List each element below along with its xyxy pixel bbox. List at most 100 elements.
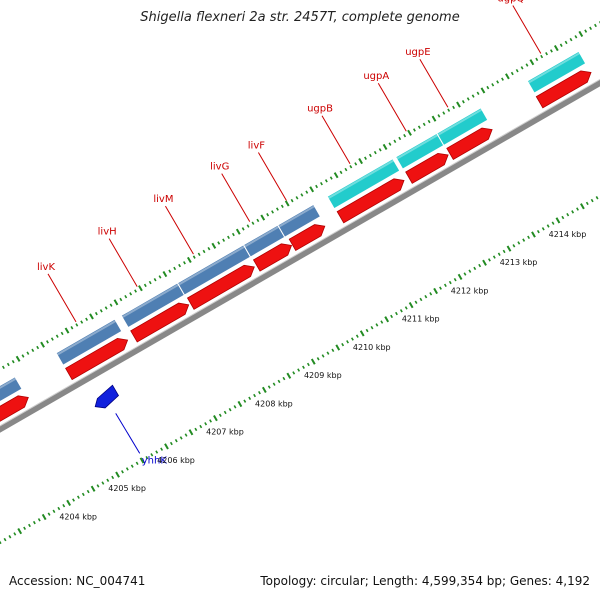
tick-mark	[463, 272, 467, 276]
tick-mark	[540, 54, 544, 59]
scale-labels: 4204 kbp 4205 kbp 4206 kbp 4207 kbp 4208 kbp…	[59, 230, 586, 522]
tick-mark	[510, 71, 514, 76]
tick-mark	[341, 342, 345, 347]
tick-mark	[335, 344, 341, 351]
tick-mark	[256, 218, 260, 223]
tick-mark	[584, 29, 588, 33]
tick-mark	[346, 340, 349, 344]
feature-livK	[55, 318, 123, 366]
tick-mark	[375, 323, 379, 327]
tick-mark	[559, 43, 563, 47]
tick-mark	[72, 498, 75, 502]
scale-label: 4209 kbp	[304, 371, 342, 380]
tick-mark	[453, 277, 457, 282]
tick-mark	[222, 238, 226, 242]
tick-mark	[89, 313, 94, 320]
tick-mark	[580, 203, 585, 210]
tick-mark	[183, 261, 186, 265]
tick-mark	[106, 478, 110, 482]
tick-mark	[496, 80, 500, 84]
tick-mark	[388, 142, 392, 146]
genome-summary-text: Topology: circular; Length: 4,599,354 bp…	[260, 574, 590, 588]
tick-mark	[52, 509, 56, 514]
tick-mark	[590, 198, 594, 203]
tick-mark	[119, 297, 123, 302]
tick-mark	[96, 484, 100, 488]
tick-mark	[192, 255, 196, 259]
tick-mark	[99, 309, 103, 313]
tick-mark	[138, 285, 143, 292]
tick-mark	[456, 101, 461, 108]
tick-mark	[506, 245, 512, 252]
tick-mark	[130, 464, 134, 468]
ticks-outer	[1, 21, 600, 370]
tick-mark	[310, 358, 316, 365]
tick-mark	[145, 455, 149, 460]
tick-mark	[364, 156, 367, 160]
tick-mark	[184, 433, 188, 437]
tick-mark	[272, 382, 276, 386]
gene-label-ugpB: ugpB	[307, 104, 333, 115]
gene-labels: yhhK livK livH livM livG livF ugpB ugpA ugpE ugpQ	[37, 0, 542, 466]
gene-label-ugpA: ugpA	[363, 71, 389, 82]
tick-mark	[439, 286, 442, 290]
tick-mark	[302, 365, 305, 369]
tick-mark	[233, 405, 237, 409]
tick-mark	[115, 471, 120, 478]
features	[0, 50, 587, 403]
tick-mark	[158, 275, 162, 279]
tick-mark	[32, 520, 36, 525]
feature-ugpQ	[526, 50, 587, 94]
feature-ugpE-shine	[437, 108, 483, 136]
tick-mark	[292, 371, 296, 375]
tick-mark	[148, 280, 152, 285]
tick-mark	[553, 44, 559, 52]
tick-mark	[333, 172, 339, 179]
leader-line-livK	[47, 273, 77, 323]
tick-mark	[160, 447, 164, 451]
tick-mark	[414, 300, 418, 304]
leader-line-yhhK	[115, 413, 141, 454]
tick-mark	[382, 143, 388, 151]
tick-mark	[155, 450, 159, 454]
tick-mark	[135, 461, 139, 466]
tick-mark	[47, 512, 51, 516]
tick-mark	[339, 170, 343, 175]
tick-mark	[320, 181, 323, 186]
tick-mark	[452, 105, 456, 110]
tick-mark	[111, 475, 115, 480]
tick-mark	[60, 331, 64, 336]
feature-livH-shine	[121, 283, 179, 319]
tick-mark	[164, 443, 169, 450]
tick-mark	[305, 190, 309, 194]
tick-mark	[271, 210, 274, 214]
tick-mark	[217, 241, 221, 245]
tick-mark	[231, 232, 235, 237]
tick-mark	[31, 348, 35, 353]
feature-livG-shine	[244, 225, 280, 248]
tick-mark	[329, 176, 333, 180]
tick-mark	[50, 337, 54, 341]
tick-mark	[21, 354, 25, 358]
tick-mark	[476, 91, 480, 95]
tick-mark	[373, 150, 377, 155]
tick-mark	[417, 125, 421, 129]
tick-mark	[75, 323, 79, 327]
tick-mark	[113, 299, 119, 306]
tick-mark	[468, 269, 472, 273]
tick-mark	[194, 427, 198, 432]
scale-label: 4212 kbp	[451, 286, 489, 295]
tick-mark	[168, 269, 172, 273]
tick-mark	[81, 492, 85, 497]
tick-mark	[505, 73, 510, 80]
tick-mark	[218, 413, 222, 417]
tick-mark	[306, 362, 310, 367]
tick-mark	[261, 386, 267, 393]
tick-mark	[169, 441, 173, 446]
feature-livM-shine	[177, 245, 246, 286]
tick-mark	[235, 228, 241, 235]
scale-label: 4214 kbp	[549, 230, 587, 239]
tick-mark	[80, 320, 84, 324]
tick-mark	[551, 221, 555, 225]
